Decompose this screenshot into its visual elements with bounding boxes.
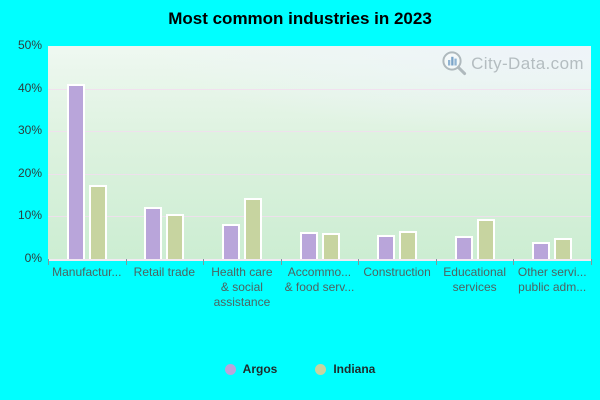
x-axis-label-7: Other servi... public adm... bbox=[517, 265, 587, 294]
bar-indiana-1 bbox=[88, 184, 107, 259]
bar-argos-4 bbox=[299, 231, 318, 259]
gridline-10pct bbox=[48, 216, 591, 218]
gridline-40pct bbox=[48, 88, 591, 90]
legend-item-indiana: Indiana bbox=[315, 362, 375, 376]
legend-dot-indiana bbox=[315, 363, 327, 375]
bar-indiana-5 bbox=[399, 230, 418, 259]
x-axis-tick bbox=[513, 259, 515, 265]
plot-area bbox=[48, 46, 591, 261]
x-axis-label-4: Accommo... & food serv... bbox=[284, 265, 355, 294]
bar-indiana-7 bbox=[554, 238, 573, 259]
bar-argos-5 bbox=[377, 235, 396, 259]
y-axis-label-10pct: 10% bbox=[17, 208, 42, 223]
y-axis-label-40pct: 40% bbox=[17, 80, 42, 95]
x-axis-label-3: Health care & social assistance bbox=[211, 265, 273, 309]
watermark: City-Data.com bbox=[441, 50, 584, 77]
x-axis-label-2: Retail trade bbox=[133, 265, 196, 279]
legend-label-indiana: Indiana bbox=[333, 362, 376, 376]
x-axis-tick bbox=[358, 259, 360, 265]
y-axis-label-0pct: 0% bbox=[24, 251, 42, 265]
gridline-30pct bbox=[48, 131, 591, 133]
legend: Argos Indiana bbox=[0, 362, 600, 376]
x-axis-tick bbox=[125, 259, 127, 265]
x-axis-tick bbox=[591, 259, 592, 265]
gridline-20pct bbox=[48, 173, 591, 175]
x-axis-label-1: Manufactur... bbox=[52, 265, 122, 279]
y-axis-label-20pct: 20% bbox=[17, 165, 42, 180]
bar-argos-2 bbox=[144, 207, 163, 259]
watermark-text: City-Data.com bbox=[471, 53, 584, 73]
x-axis-tick bbox=[203, 259, 205, 265]
bar-argos-7 bbox=[532, 241, 551, 259]
bar-indiana-3 bbox=[243, 197, 262, 259]
x-axis-tick bbox=[280, 259, 282, 265]
bar-indiana-2 bbox=[166, 214, 185, 259]
x-axis-label-5: Construction bbox=[363, 265, 431, 279]
bar-argos-6 bbox=[454, 235, 473, 259]
legend-dot-argos bbox=[224, 363, 236, 375]
bar-argos-1 bbox=[66, 84, 85, 259]
x-axis-tick bbox=[435, 259, 437, 265]
y-axis-label-30pct: 30% bbox=[17, 123, 42, 138]
legend-item-argos: Argos bbox=[224, 362, 278, 376]
bar-argos-3 bbox=[221, 224, 240, 259]
bar-indiana-4 bbox=[321, 233, 340, 259]
x-axis-label-6: Educational services bbox=[443, 265, 506, 294]
chart-title: Most common industries in 2023 bbox=[168, 9, 432, 28]
magnifier-barchart-icon bbox=[442, 51, 467, 76]
bar-indiana-6 bbox=[476, 219, 495, 259]
x-axis-tick bbox=[48, 259, 49, 265]
legend-label-argos: Argos bbox=[242, 362, 278, 376]
y-axis-label-50pct: 50% bbox=[17, 38, 42, 52]
